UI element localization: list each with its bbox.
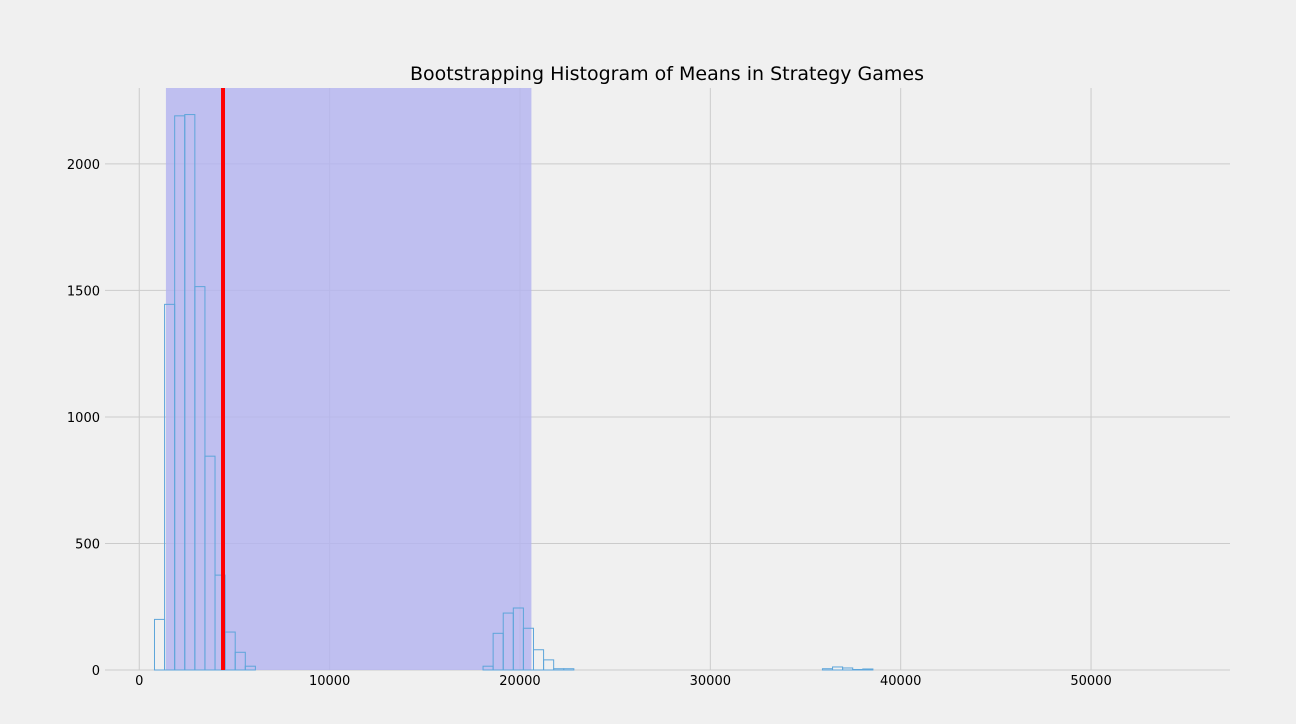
x-tick-label-3: 30000 [690, 674, 731, 689]
confidence-interval-band [165, 88, 532, 670]
x-tick-label-4: 40000 [880, 674, 921, 689]
y-tick-label-2: 1000 [67, 411, 100, 426]
y-tick-label-1: 500 [75, 537, 100, 552]
histogram-bin-17 [553, 668, 565, 671]
chart-title: Bootstrapping Histogram of Means in Stra… [410, 63, 924, 85]
histogram-bin-15 [532, 649, 545, 671]
histogram-bin-14 [522, 627, 534, 671]
y-tick-label-3: 1500 [67, 284, 100, 299]
histogram-bin-16 [543, 659, 555, 671]
histogram-bin-18 [563, 668, 575, 671]
histogram-bin-21 [842, 667, 854, 671]
y-tick-label-0: 0 [92, 664, 100, 679]
x-tick-label-2: 20000 [499, 674, 540, 689]
x-axis-ticks: 0 10000 20000 30000 40000 50000 [135, 674, 1112, 689]
histogram-bin-8 [234, 651, 246, 671]
histogram-bin-6 [214, 574, 226, 671]
histogram-bin-23 [862, 668, 874, 671]
histogram-bin-9 [244, 665, 256, 671]
x-tick-label-1: 10000 [309, 674, 350, 689]
y-axis-ticks: 0 500 1000 1500 2000 [67, 158, 100, 679]
histogram-bin-7 [224, 631, 236, 671]
x-tick-label-0: 0 [135, 674, 143, 689]
histogram-bin-19 [821, 668, 834, 671]
histogram-bin-5 [204, 455, 216, 671]
histogram-bin-20 [832, 666, 844, 671]
x-tick-label-5: 50000 [1070, 674, 1111, 689]
histogram-bin-0 [153, 618, 166, 671]
histogram-series [153, 114, 874, 671]
interval-rect [165, 88, 532, 670]
y-tick-label-4: 2000 [67, 158, 100, 173]
histogram-bin-22 [852, 668, 864, 671]
